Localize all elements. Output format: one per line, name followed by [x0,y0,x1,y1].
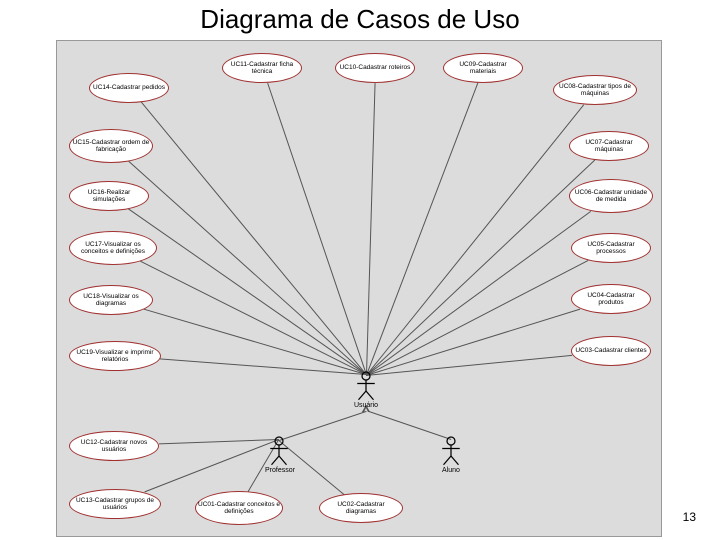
association-line [160,358,366,375]
actor-label-aluno: Aluno [437,467,465,474]
usecase-uc16: UC16-Realizar simulações [69,181,149,211]
association-line [128,208,367,375]
usecase-uc17: UC17-Visualizar os conceitos e definiçõe… [69,231,157,265]
usecase-uc19: UC19-Visualizar e imprimir relatórios [69,341,161,371]
usecase-uc03: UC03-Cadastrar clientes [571,336,651,366]
usecase-uc02: UC02-Cadastrar diagramas [319,493,403,523]
usecase-uc15: UC15-Cadastrar ordem de fabricação [69,129,153,163]
page-number: 13 [677,508,702,526]
actor-usuario: Usuário [352,371,380,409]
association-line [366,260,588,376]
usecase-uc12: UC12-Cadastrar novos usuários [69,431,159,461]
actor-aluno: Aluno [437,436,465,474]
association-line [141,102,367,375]
diagram-canvas: Usuário Professor Aluno UC11-Cadastrar fi… [56,40,662,537]
association-line [366,160,595,376]
usecase-uc13: UC13-Cadastrar grupos de usuários [69,489,161,519]
association-line [366,83,376,375]
actor-professor: Professor [265,436,293,474]
usecase-uc08: UC08-Cadastrar tipos de máquinas [553,75,637,105]
actor-label-professor: Professor [265,467,293,474]
usecase-uc10: UC10-Cadastrar roteiros [335,53,415,83]
usecase-uc07: UC07-Cadastrar máquinas [569,131,649,161]
usecase-uc18: UC18-Visualizar os diagramas [69,285,153,315]
association-line [366,83,478,375]
association-line [144,439,279,492]
page-title: Diagrama de Casos de Uso [0,0,720,35]
association-line [159,439,279,444]
actor-label-usuario: Usuário [352,402,380,409]
usecase-uc05: UC05-Cadastrar processos [571,233,651,263]
usecase-uc11: UC11-Cadastrar ficha técnica [222,53,302,83]
usecase-uc06: UC06-Cadastrar unidade de medida [569,179,653,213]
usecase-uc04: UC04-Cadastrar produtos [571,284,651,314]
usecase-uc09: UC09-Cadastrar materiais [443,53,523,83]
usecase-uc14: UC14-Cadastrar pedidos [89,73,169,103]
usecase-uc01: UC01-Cadastrar conceitos e definições [195,491,283,525]
